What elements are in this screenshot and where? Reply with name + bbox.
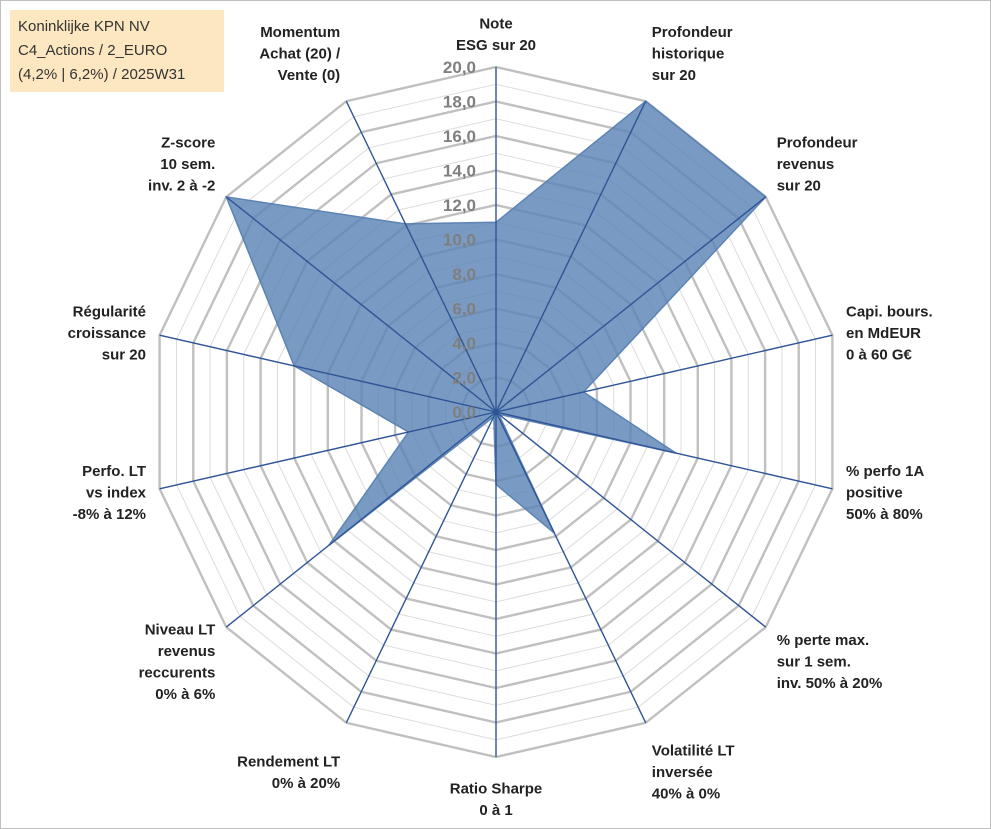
spoke-9	[345, 411, 497, 724]
category-label-line: Z-score	[161, 135, 215, 152]
category-label-8: Ratio Sharpe 0 à 1	[450, 781, 543, 820]
category-label-10: Niveau LT revenus reccurents 0% à 6%	[139, 621, 216, 703]
category-label-line: % perfo 1A	[846, 463, 925, 480]
category-label-line: -8% à 12%	[73, 506, 146, 523]
category-label-14: Momentum Achat (20) / Vente (0)	[259, 24, 341, 84]
category-label-line: sur 1 sem.	[777, 654, 851, 671]
tick-label: 4,0	[452, 334, 476, 353]
tick-label: 0,0	[452, 403, 476, 422]
category-label-line: Régularité	[73, 303, 146, 320]
category-label-line: vs index	[86, 485, 147, 502]
category-label-line: inversée	[652, 764, 713, 781]
spoke-13	[225, 196, 497, 413]
category-label-line: Achat (20) /	[259, 45, 341, 62]
category-label-line: revenus	[777, 156, 835, 173]
category-label-line: revenus	[158, 643, 216, 660]
category-label-line: 40% à 0%	[652, 786, 720, 803]
chart-title-box: Koninklijke KPN NV C4_Actions / 2_EURO (…	[10, 10, 224, 92]
category-label-line: Rendement LT	[237, 754, 340, 771]
spoke-5	[495, 411, 833, 490]
category-label-line: % perte max.	[777, 632, 870, 649]
category-label-line: sur 20	[777, 178, 821, 195]
category-label-line: ESG sur 20	[456, 37, 536, 54]
category-label-line: inv. 50% à 20%	[777, 675, 883, 692]
tick-label: 20,0	[443, 58, 476, 77]
spoke-3	[495, 196, 767, 413]
spoke-4	[495, 334, 833, 413]
category-label-line: Volatilité LT	[652, 743, 735, 760]
tick-label: 16,0	[443, 127, 476, 146]
category-label-line: 0 à 1	[479, 802, 512, 819]
chart-title-line-2: C4_Actions / 2_EURO	[18, 42, 168, 59]
chart-title-line-1: Koninklijke KPN NV	[18, 18, 150, 35]
category-label-3: Profondeur revenus sur 20	[777, 135, 858, 195]
tick-label: 10,0	[443, 231, 476, 250]
category-label-4: Capi. bours. en MdEUR 0 à 60 G€	[846, 303, 933, 363]
category-label-line: Profondeur	[652, 24, 733, 41]
tick-label: 14,0	[443, 162, 476, 181]
spoke-12	[159, 334, 497, 413]
radar-category-labels: Note ESG sur 20 Profondeur historique sur 20…	[68, 16, 933, 820]
category-label-line: en MdEUR	[846, 325, 921, 342]
category-label-line: 0% à 6%	[155, 686, 215, 703]
category-label-line: croissance	[68, 325, 146, 342]
radar-tick-labels: 0,0 2,0 4,0 6,0 8,0 10,0 12,0 14,0 16,0 18,0 20,0	[443, 58, 476, 422]
spoke-2	[495, 100, 647, 413]
chart-title-line-3: (4,2% | 6,2%) / 2025W31	[18, 66, 186, 83]
tick-label: 8,0	[452, 265, 476, 284]
category-label-line: Niveau LT	[145, 621, 216, 638]
category-label-line: historique	[652, 45, 725, 62]
spoke-10	[225, 411, 497, 628]
category-label-12: Régularité croissance sur 20	[68, 303, 146, 363]
category-label-line: Capi. bours.	[846, 303, 933, 320]
spoke-11	[159, 411, 497, 490]
category-label-line: Momentum	[260, 24, 340, 41]
category-label-2: Profondeur historique sur 20	[652, 24, 733, 84]
spoke-7	[495, 411, 647, 724]
radar-spokes	[159, 67, 833, 757]
spoke-14	[345, 100, 497, 413]
category-label-7: Volatilité LT inversée 40% à 0%	[652, 743, 735, 803]
category-label-line: Ratio Sharpe	[450, 781, 543, 798]
category-label-line: Note	[479, 16, 512, 33]
category-label-line: sur 20	[652, 67, 696, 84]
category-label-line: Perfo. LT	[82, 463, 146, 480]
tick-label: 6,0	[452, 300, 476, 319]
category-label-line: 0 à 60 G€	[846, 346, 913, 363]
category-label-line: 0% à 20%	[272, 775, 340, 792]
category-label-line: 50% à 80%	[846, 506, 923, 523]
category-label-13: Z-score 10 sem. inv. 2 à -2	[148, 135, 215, 195]
category-label-line: positive	[846, 485, 903, 502]
category-label-line: Vente (0)	[278, 67, 341, 84]
tick-label: 18,0	[443, 93, 476, 112]
tick-label: 12,0	[443, 196, 476, 215]
category-label-9: Rendement LT 0% à 20%	[237, 754, 340, 793]
category-label-5: % perfo 1A positive 50% à 80%	[846, 463, 925, 523]
tick-label: 2,0	[452, 369, 476, 388]
category-label-line: 10 sem.	[160, 156, 215, 173]
category-label-line: inv. 2 à -2	[148, 178, 215, 195]
category-label-line: sur 20	[102, 346, 146, 363]
spoke-6	[495, 411, 767, 628]
category-label-line: reccurents	[139, 664, 216, 681]
category-label-line: Profondeur	[777, 135, 858, 152]
category-label-6: % perte max. sur 1 sem. inv. 50% à 20%	[777, 632, 883, 692]
category-label-11: Perfo. LT vs index -8% à 12%	[73, 463, 147, 523]
category-label-1: Note ESG sur 20	[456, 16, 536, 55]
